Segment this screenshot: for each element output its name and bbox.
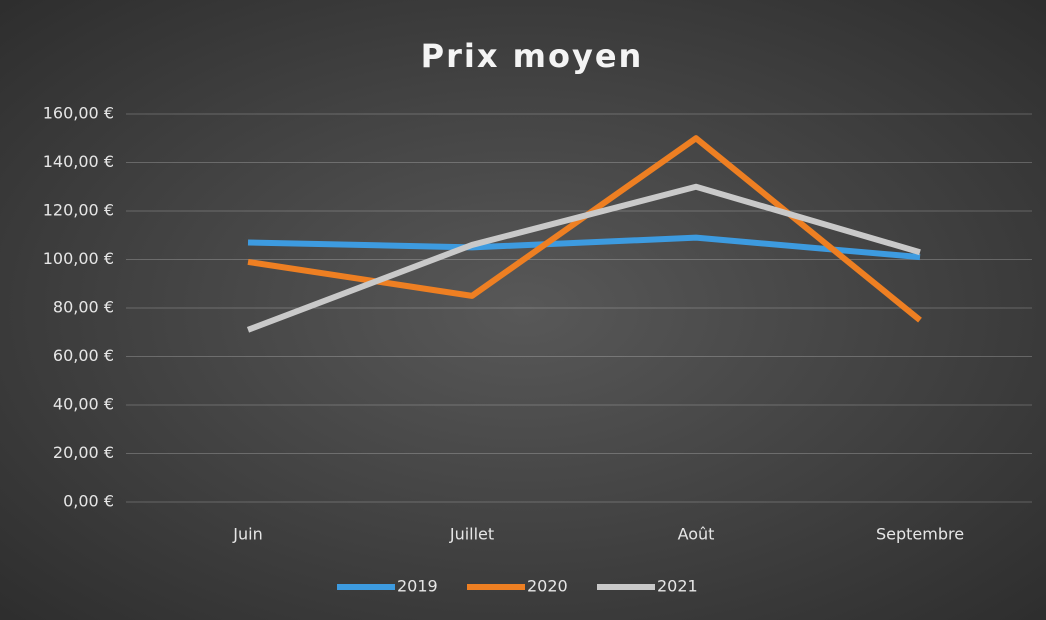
y-tick-label: 140,00 € <box>43 152 114 171</box>
y-tick-label: 40,00 € <box>53 395 114 414</box>
y-tick-label: 120,00 € <box>43 201 114 220</box>
x-tick-label: Août <box>678 525 715 544</box>
legend-label: 2020 <box>527 577 568 596</box>
x-tick-label: Juin <box>232 525 262 544</box>
y-tick-label: 100,00 € <box>43 249 114 268</box>
y-tick-label: 80,00 € <box>53 298 114 317</box>
y-tick-label: 160,00 € <box>43 104 114 123</box>
legend-label: 2019 <box>397 577 438 596</box>
legend-label: 2021 <box>657 577 698 596</box>
x-tick-label: Juillet <box>449 525 494 544</box>
y-tick-label: 0,00 € <box>63 492 114 511</box>
x-tick-label: Septembre <box>876 525 964 544</box>
y-tick-label: 20,00 € <box>53 443 114 462</box>
series-line <box>247 234 921 261</box>
series-line <box>246 183 921 333</box>
y-tick-label: 60,00 € <box>53 346 114 365</box>
chart-title: Prix moyen <box>421 37 644 75</box>
